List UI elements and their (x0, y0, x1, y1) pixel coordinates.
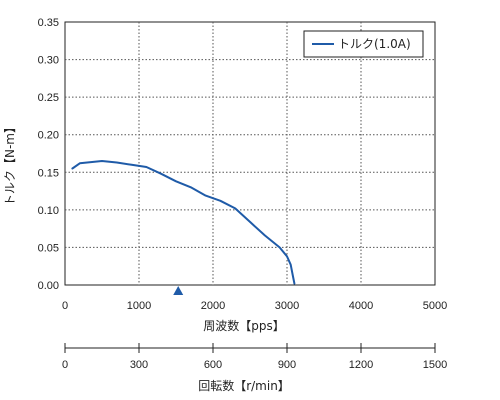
x-tick-label: 5000 (423, 300, 447, 312)
x-tick-label: 0 (62, 300, 68, 312)
secondary-tick-label: 1500 (423, 359, 447, 371)
y-tick-label: 0.00 (38, 280, 59, 292)
y-axis-ticks: 0.00 0.05 0.10 0.15 0.20 0.25 0.30 0.35 (38, 17, 59, 292)
x-axis-ticks: 0 1000 2000 3000 4000 5000 (62, 300, 447, 312)
y-tick-label: 0.25 (38, 92, 59, 104)
y-tick-label: 0.20 (38, 130, 59, 142)
secondary-tick-label: 0 (62, 359, 68, 371)
y-tick-label: 0.35 (38, 17, 59, 29)
legend-label: トルク(1.0A) (338, 37, 411, 51)
y-tick-label: 0.30 (38, 55, 59, 67)
series-lines (71, 160, 296, 285)
x-tick-label: 2000 (201, 300, 225, 312)
x-tick-label: 4000 (349, 300, 373, 312)
y-tick-label: 0.05 (38, 242, 59, 254)
secondary-tick-label: 600 (204, 359, 222, 371)
y-tick-label: 0.10 (38, 205, 59, 217)
series-line (71, 160, 296, 285)
secondary-x-axis-title: 回転数【r/min】 (198, 378, 290, 393)
x-tick-label: 3000 (275, 300, 299, 312)
x-tick-label: 1000 (127, 300, 151, 312)
legend: トルク(1.0A) (303, 30, 424, 58)
y-tick-label: 0.15 (38, 167, 59, 179)
secondary-tick-label: 300 (130, 359, 148, 371)
marker-group (173, 286, 184, 295)
secondary-tick-label: 1200 (349, 359, 373, 371)
secondary-tick-label: 900 (278, 359, 296, 371)
gridlines (65, 22, 435, 285)
plot-frame (64, 21, 436, 286)
y-axis-title: トルク【N-m】 (3, 121, 17, 206)
secondary-x-axis: 0 300 600 900 1200 1500 (62, 343, 447, 371)
marker-triangle (173, 286, 184, 295)
x-axis-title: 周波数【pps】 (203, 318, 285, 333)
